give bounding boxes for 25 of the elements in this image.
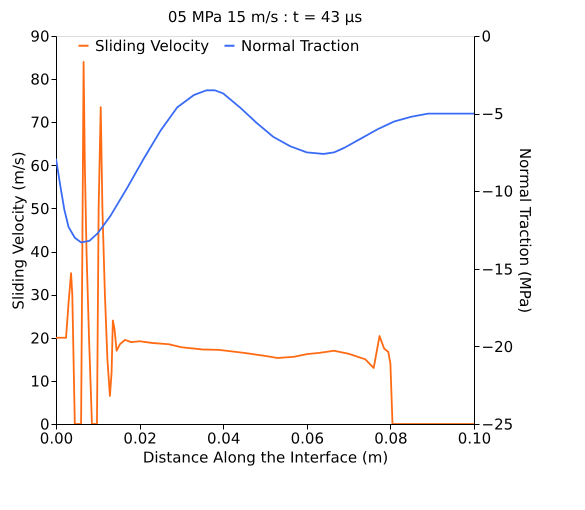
y-tick-label: 40 <box>30 243 50 262</box>
x-tick-label: 0.02 <box>123 430 157 448</box>
y2-tick-label: −10 <box>482 182 514 201</box>
y-tick-label: 30 <box>30 286 50 304</box>
legend-label: Sliding Velocity <box>95 36 210 55</box>
y2-tick-label: −15 <box>482 260 514 278</box>
chart-title: 05 MPa 15 m/s : t = 43 μs <box>168 8 362 26</box>
y2-tick-label: −20 <box>482 338 514 356</box>
y-tick-label: 80 <box>30 70 50 89</box>
line-series <box>56 89 474 244</box>
y2-axis-title: Normal Traction (MPa) <box>516 148 534 314</box>
y-tick-label: 90 <box>30 28 50 46</box>
y-tick-label: 70 <box>30 114 50 132</box>
x-tick-label: 0.04 <box>206 430 240 448</box>
x-tick-label: 0.06 <box>290 430 324 448</box>
legend-label: Normal Traction <box>241 36 360 55</box>
y-tick-label: 60 <box>30 156 50 175</box>
x-axis-title: Distance Along the Interface (m) <box>142 448 388 466</box>
y-tick-label: 50 <box>30 200 50 218</box>
y2-tick-label: −5 <box>482 105 504 124</box>
y2-tick-label: 0 <box>482 28 492 46</box>
y-tick-label: 20 <box>30 329 50 348</box>
y-axis-title: Sliding Velocity (m/s) <box>9 151 28 310</box>
x-tick-label: 0.08 <box>374 430 408 448</box>
y-tick-label: 10 <box>30 372 50 390</box>
